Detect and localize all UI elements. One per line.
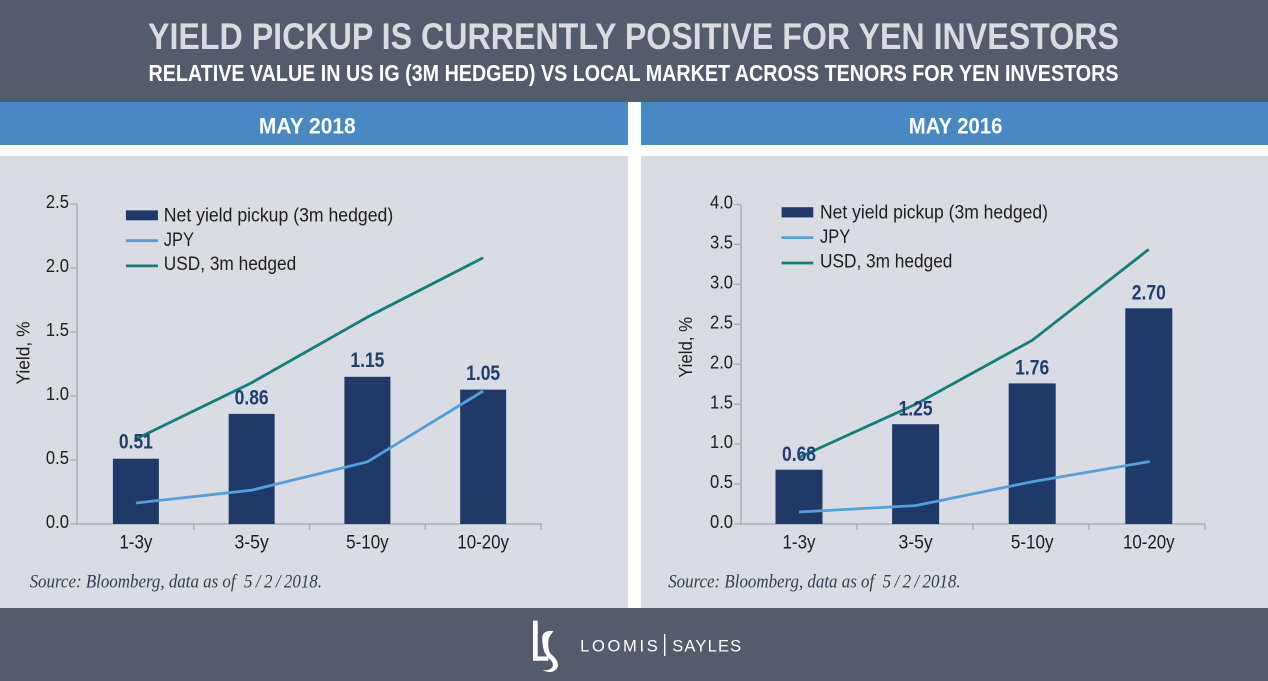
svg-text:3-5y: 3-5y xyxy=(898,532,933,554)
svg-text:USD, 3m hedged: USD, 3m hedged xyxy=(820,250,952,272)
svg-text:0.0: 0.0 xyxy=(46,511,69,532)
svg-text:0.5: 0.5 xyxy=(710,471,733,492)
svg-text:MAY 2018: MAY 2018 xyxy=(259,114,356,139)
svg-text:0.51: 0.51 xyxy=(119,431,153,454)
svg-text:SAYLES: SAYLES xyxy=(672,638,742,656)
svg-text:3.0: 3.0 xyxy=(710,271,733,292)
svg-text:Source: Bloomberg, data as of: Source: Bloomberg, data as of 5 / 2 / 20… xyxy=(30,572,322,593)
svg-text:Net yield pickup (3m hedged): Net yield pickup (3m hedged) xyxy=(164,204,393,226)
svg-text:JPY: JPY xyxy=(820,226,850,248)
svg-text:1.05: 1.05 xyxy=(466,362,500,385)
svg-text:1.15: 1.15 xyxy=(350,349,384,372)
svg-text:10-20y: 10-20y xyxy=(1123,532,1175,554)
svg-text:1.0: 1.0 xyxy=(46,383,69,404)
svg-text:Yield, %: Yield, % xyxy=(13,322,34,385)
svg-text:YIELD PICKUP IS CURRENTLY POSI: YIELD PICKUP IS CURRENTLY POSITIVE FOR Y… xyxy=(148,16,1119,57)
svg-text:3.5: 3.5 xyxy=(710,232,733,253)
svg-text:2.0: 2.0 xyxy=(710,351,733,372)
svg-text:2.0: 2.0 xyxy=(46,255,69,276)
svg-text:Source: Bloomberg, data as of: Source: Bloomberg, data as of 5 / 2 / 20… xyxy=(668,572,960,593)
svg-text:0.86: 0.86 xyxy=(235,387,269,410)
svg-text:4.0: 4.0 xyxy=(710,192,733,213)
svg-text:1.0: 1.0 xyxy=(710,431,733,452)
svg-text:5-10y: 5-10y xyxy=(346,532,389,554)
svg-text:Net yield pickup (3m hedged): Net yield pickup (3m hedged) xyxy=(820,202,1048,224)
svg-text:1-3y: 1-3y xyxy=(782,532,815,554)
svg-text:0.5: 0.5 xyxy=(46,447,69,468)
svg-text:0.0: 0.0 xyxy=(710,511,733,532)
svg-text:2.70: 2.70 xyxy=(1132,282,1166,305)
svg-text:0.68: 0.68 xyxy=(782,443,816,466)
svg-text:LOOMIS: LOOMIS xyxy=(580,638,660,656)
svg-text:Yield, %: Yield, % xyxy=(675,317,696,378)
svg-text:10-20y: 10-20y xyxy=(457,532,509,554)
svg-text:1.5: 1.5 xyxy=(710,391,733,412)
svg-text:RELATIVE VALUE IN US IG (3M HE: RELATIVE VALUE IN US IG (3M HEDGED) VS L… xyxy=(149,60,1119,86)
svg-text:2.5: 2.5 xyxy=(46,191,69,212)
svg-text:USD, 3m hedged: USD, 3m hedged xyxy=(164,253,296,275)
svg-text:1.76: 1.76 xyxy=(1015,357,1049,380)
svg-text:5-10y: 5-10y xyxy=(1011,532,1054,554)
svg-text:JPY: JPY xyxy=(164,229,194,251)
svg-text:2.5: 2.5 xyxy=(710,311,733,332)
svg-text:1-3y: 1-3y xyxy=(119,532,152,554)
svg-text:MAY 2016: MAY 2016 xyxy=(909,114,1003,139)
svg-text:1.25: 1.25 xyxy=(899,398,933,421)
svg-text:1.5: 1.5 xyxy=(46,319,69,340)
svg-text:3-5y: 3-5y xyxy=(235,532,270,554)
